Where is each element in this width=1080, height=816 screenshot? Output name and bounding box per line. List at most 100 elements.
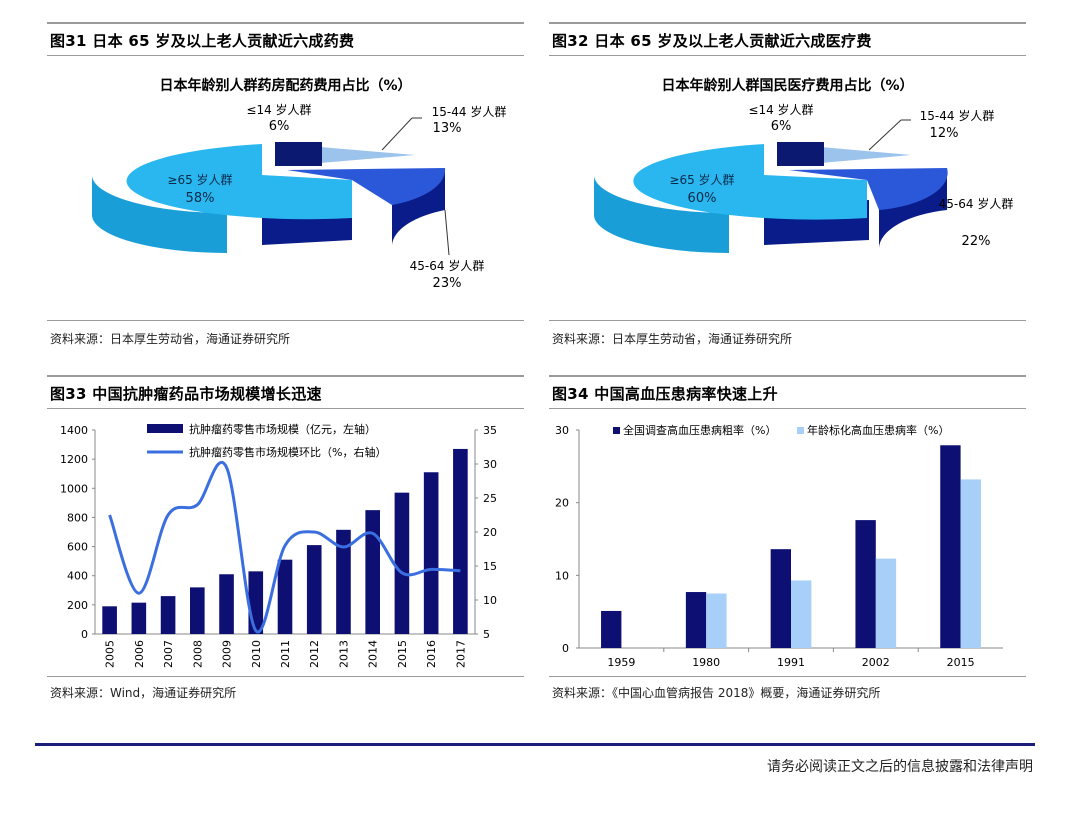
y-tick-label: 20 bbox=[555, 497, 569, 510]
slice-value: 58% bbox=[186, 191, 215, 206]
slice-label: ≥65 岁人群 bbox=[167, 172, 232, 187]
legend-label: 抗肿瘤药零售市场规模环比（%，右轴） bbox=[189, 445, 386, 459]
x-tick-label: 2007 bbox=[162, 640, 175, 668]
y-tick-label-left: 0 bbox=[81, 628, 88, 641]
y-tick-label-left: 1400 bbox=[60, 424, 88, 437]
slice-value: 12% bbox=[930, 126, 959, 141]
slice-label: 45-64 岁人群 bbox=[939, 196, 1014, 211]
bar bbox=[219, 574, 234, 634]
footer-disclaimer: 请务必阅读正文之后的信息披露和法律声明 bbox=[767, 759, 1033, 775]
bar bbox=[336, 529, 351, 634]
bar bbox=[855, 520, 876, 648]
figure-title: 图34 中国高血压患病率快速上升 bbox=[552, 385, 778, 403]
legend-swatch bbox=[613, 427, 620, 434]
legend-label: 年龄标化高血压患病率（%） bbox=[807, 423, 949, 437]
y-tick-label-left: 1000 bbox=[60, 482, 88, 495]
y-tick-label-right: 20 bbox=[483, 526, 497, 539]
slice-label: ≥65 岁人群 bbox=[669, 172, 734, 187]
bar bbox=[277, 559, 293, 634]
bar bbox=[131, 602, 147, 634]
x-tick-label: 2002 bbox=[862, 656, 890, 669]
y-tick-label-left: 600 bbox=[67, 541, 88, 554]
legend-swatch bbox=[797, 427, 804, 434]
x-tick-label: 2006 bbox=[133, 640, 146, 668]
chart-title: 日本年龄别人群药房配药费用占比（%） bbox=[159, 78, 412, 94]
bar-chart: 0 10 20 30 1959 1980 1991 2002 2015 全国调查高血压患病粗率（%… bbox=[555, 423, 1003, 669]
y-tick-label-right: 25 bbox=[483, 492, 497, 505]
x-tick-label: 2008 bbox=[191, 640, 204, 668]
slice-value: 23% bbox=[433, 276, 462, 291]
slice-value: 6% bbox=[771, 119, 792, 134]
bar bbox=[960, 479, 981, 648]
bar bbox=[706, 593, 727, 648]
bar bbox=[770, 549, 791, 648]
x-tick-label: 2017 bbox=[454, 640, 467, 668]
slice-value: 13% bbox=[433, 121, 462, 136]
bar bbox=[394, 492, 410, 634]
bar-line-chart: 0 200 400 600 800 1000 1200 1400 5 10 15 20 25 30 35 20… bbox=[60, 422, 497, 668]
bar bbox=[875, 558, 897, 648]
slice-value: 22% bbox=[962, 234, 991, 249]
bar bbox=[791, 580, 812, 648]
chart-title: 日本年龄别人群国民医疗费用占比（%） bbox=[661, 78, 914, 94]
x-tick-label: 2009 bbox=[221, 640, 234, 668]
y-tick-label-right: 10 bbox=[483, 594, 497, 607]
y-tick-label-left: 400 bbox=[67, 570, 88, 583]
pie-slice-65plus bbox=[633, 144, 867, 220]
x-tick-label: 2012 bbox=[308, 640, 321, 668]
x-tick-label: 2015 bbox=[947, 656, 975, 669]
slice-label: 45-64 岁人群 bbox=[410, 258, 485, 273]
bar bbox=[685, 592, 707, 648]
x-tick-label: 1980 bbox=[692, 656, 720, 669]
pie-chart: ≤14 岁人群 6% 15-44 岁人群 12% ≥65 岁人群 60% 45-… bbox=[594, 102, 1014, 253]
figure-title: 图33 中国抗肿瘤药品市场规模增长迅速 bbox=[50, 385, 322, 403]
bar bbox=[102, 606, 117, 634]
legend-label: 全国调查高血压患病粗率（%） bbox=[623, 423, 776, 437]
y-tick-label-right: 15 bbox=[483, 560, 497, 573]
slice-label: ≤14 岁人群 bbox=[246, 102, 311, 117]
pie-slice-wall bbox=[92, 175, 227, 253]
pie-slice-45-64 bbox=[287, 168, 446, 205]
x-tick-label: 2014 bbox=[367, 640, 380, 668]
bar bbox=[365, 510, 380, 634]
leader-line bbox=[381, 117, 413, 151]
pie-chart: ≤14 岁人群 6% 15-44 岁人群 13% ≥65 岁人群 58% 45-… bbox=[92, 102, 507, 291]
x-tick-label: 1991 bbox=[777, 656, 805, 669]
x-tick-label: 2010 bbox=[250, 640, 263, 668]
pie-slice-le14 bbox=[777, 142, 824, 166]
x-tick-label: 2011 bbox=[279, 640, 292, 668]
bar bbox=[940, 445, 961, 648]
x-tick-label: 2013 bbox=[337, 640, 350, 668]
pie-slice-wall bbox=[594, 175, 729, 253]
figure-title: 图31 日本 65 岁及以上老人贡献近六成药费 bbox=[50, 32, 355, 50]
slice-label: ≤14 岁人群 bbox=[748, 102, 813, 117]
x-tick-label: 2016 bbox=[425, 640, 438, 668]
y-tick-label-right: 5 bbox=[483, 628, 490, 641]
series-line bbox=[108, 460, 461, 634]
slice-label: 15-44 岁人群 bbox=[920, 108, 995, 123]
bar bbox=[306, 545, 322, 634]
y-tick-label-right: 35 bbox=[483, 424, 497, 437]
footer-rule bbox=[35, 743, 1035, 746]
source-note: 资料来源：日本厚生劳动省，海通证券研究所 bbox=[552, 332, 793, 346]
y-tick-label: 30 bbox=[555, 424, 569, 437]
y-tick-label-right: 30 bbox=[483, 458, 497, 471]
source-note: 资料来源：Wind，海通证券研究所 bbox=[50, 686, 237, 700]
bar bbox=[160, 596, 176, 634]
x-tick-label: 1959 bbox=[607, 656, 635, 669]
pie-slice-65plus bbox=[126, 144, 353, 220]
x-tick-label: 2015 bbox=[396, 640, 409, 668]
slice-value: 60% bbox=[688, 191, 717, 206]
y-tick-label-left: 800 bbox=[67, 511, 88, 524]
leader-line bbox=[444, 209, 450, 256]
slice-label: 15-44 岁人群 bbox=[432, 104, 507, 119]
bar bbox=[248, 571, 264, 634]
pie-slice-45-64 bbox=[789, 168, 948, 210]
bar bbox=[601, 610, 622, 648]
legend-label: 抗肿瘤药零售市场规模（亿元，左轴） bbox=[189, 422, 376, 436]
y-tick-label-left: 1200 bbox=[60, 453, 88, 466]
bar bbox=[453, 448, 468, 634]
y-tick-label-left: 200 bbox=[67, 599, 88, 612]
x-tick-label: 2005 bbox=[104, 640, 117, 668]
pie-slice-le14 bbox=[275, 142, 322, 166]
